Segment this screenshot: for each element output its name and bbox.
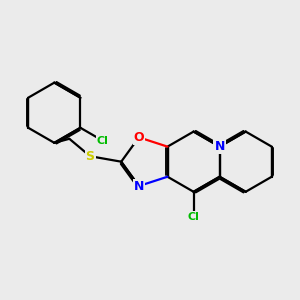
Text: S: S xyxy=(85,150,94,163)
Text: Cl: Cl xyxy=(97,136,109,146)
Text: Cl: Cl xyxy=(188,212,200,222)
Text: O: O xyxy=(134,131,144,144)
Text: N: N xyxy=(134,179,144,193)
Text: N: N xyxy=(214,140,225,153)
